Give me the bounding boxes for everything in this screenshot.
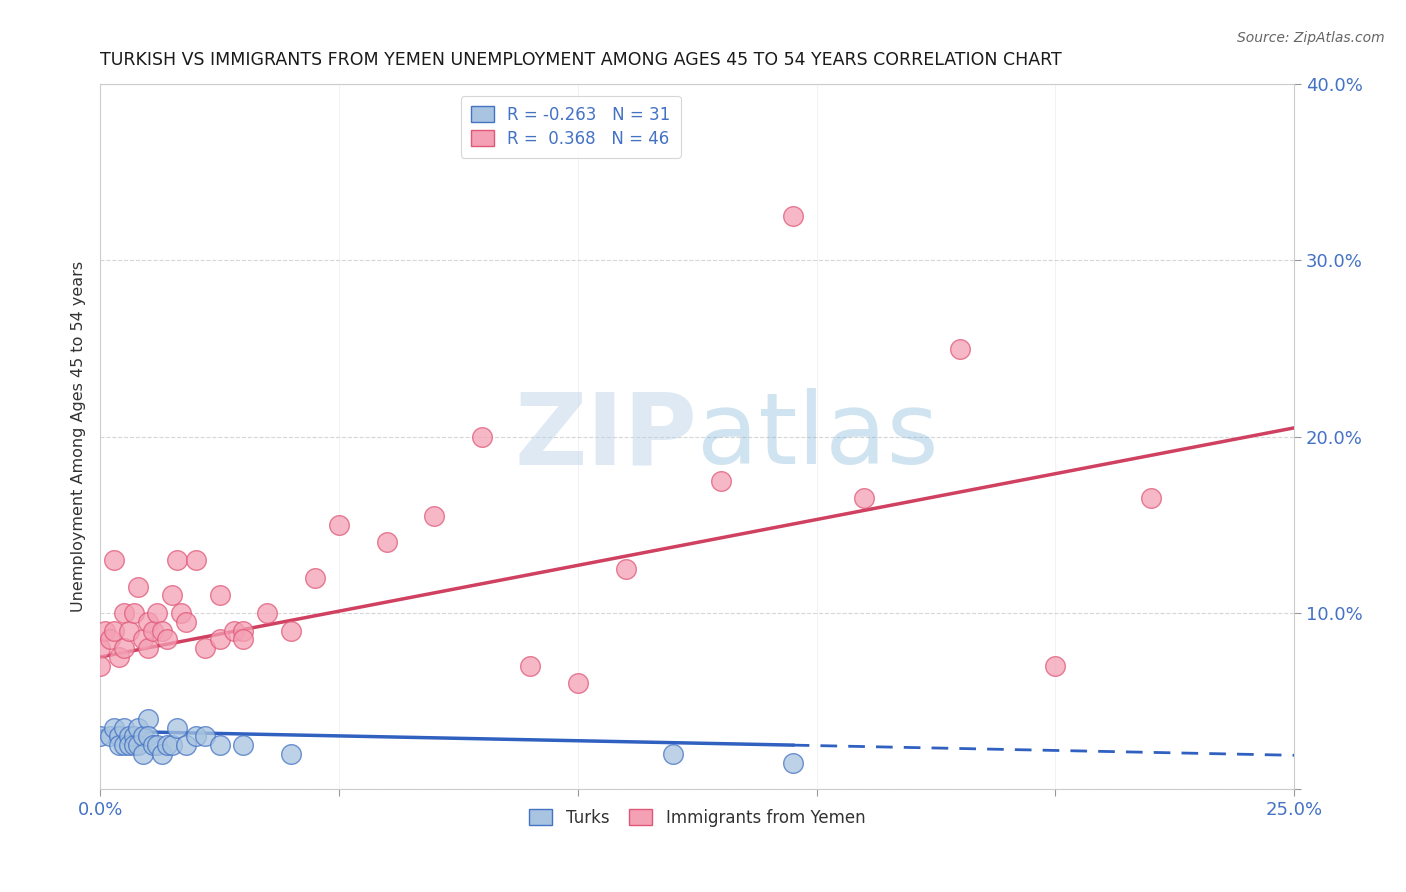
- Point: [118, 729, 141, 743]
- Point: [118, 624, 141, 638]
- Point: [136, 615, 159, 629]
- Point: [136, 641, 159, 656]
- Point: [375, 535, 398, 549]
- Point: [194, 641, 217, 656]
- Point: [782, 756, 804, 770]
- Point: [136, 712, 159, 726]
- Point: [280, 747, 302, 761]
- Point: [132, 747, 155, 761]
- Point: [103, 624, 125, 638]
- Point: [94, 624, 117, 638]
- Point: [232, 738, 254, 752]
- Point: [103, 721, 125, 735]
- Text: Source: ZipAtlas.com: Source: ZipAtlas.com: [1237, 31, 1385, 45]
- Point: [160, 738, 183, 752]
- Point: [174, 615, 197, 629]
- Point: [112, 721, 135, 735]
- Point: [98, 729, 121, 743]
- Point: [160, 588, 183, 602]
- Point: [146, 606, 169, 620]
- Point: [232, 624, 254, 638]
- Point: [136, 729, 159, 743]
- Point: [256, 606, 278, 620]
- Point: [127, 721, 149, 735]
- Point: [222, 624, 245, 638]
- Point: [132, 632, 155, 647]
- Point: [122, 606, 145, 620]
- Point: [782, 210, 804, 224]
- Point: [156, 738, 179, 752]
- Point: [194, 729, 217, 743]
- Text: atlas: atlas: [697, 388, 939, 485]
- Point: [118, 738, 141, 752]
- Point: [232, 632, 254, 647]
- Text: TURKISH VS IMMIGRANTS FROM YEMEN UNEMPLOYMENT AMONG AGES 45 TO 54 YEARS CORRELAT: TURKISH VS IMMIGRANTS FROM YEMEN UNEMPLO…: [100, 51, 1062, 69]
- Point: [184, 553, 207, 567]
- Point: [184, 729, 207, 743]
- Point: [146, 738, 169, 752]
- Point: [108, 650, 131, 665]
- Point: [112, 606, 135, 620]
- Point: [156, 632, 179, 647]
- Point: [112, 641, 135, 656]
- Point: [280, 624, 302, 638]
- Point: [127, 738, 149, 752]
- Point: [614, 562, 637, 576]
- Point: [112, 738, 135, 752]
- Point: [567, 676, 589, 690]
- Point: [423, 508, 446, 523]
- Point: [150, 747, 173, 761]
- Text: ZIP: ZIP: [515, 388, 697, 485]
- Point: [89, 729, 111, 743]
- Legend: Turks, Immigrants from Yemen: Turks, Immigrants from Yemen: [522, 803, 872, 834]
- Point: [949, 342, 972, 356]
- Point: [142, 624, 165, 638]
- Point: [1140, 491, 1163, 506]
- Point: [208, 632, 231, 647]
- Point: [89, 658, 111, 673]
- Point: [304, 571, 326, 585]
- Point: [103, 553, 125, 567]
- Y-axis label: Unemployment Among Ages 45 to 54 years: Unemployment Among Ages 45 to 54 years: [72, 261, 86, 612]
- Point: [142, 738, 165, 752]
- Point: [710, 474, 733, 488]
- Point: [132, 729, 155, 743]
- Point: [108, 738, 131, 752]
- Point: [174, 738, 197, 752]
- Point: [208, 588, 231, 602]
- Point: [471, 430, 494, 444]
- Point: [519, 658, 541, 673]
- Point: [122, 738, 145, 752]
- Point: [127, 580, 149, 594]
- Point: [98, 632, 121, 647]
- Point: [122, 729, 145, 743]
- Point: [170, 606, 193, 620]
- Point: [208, 738, 231, 752]
- Point: [166, 553, 188, 567]
- Point: [328, 517, 350, 532]
- Point: [1045, 658, 1067, 673]
- Point: [108, 729, 131, 743]
- Point: [150, 624, 173, 638]
- Point: [166, 721, 188, 735]
- Point: [662, 747, 685, 761]
- Point: [853, 491, 876, 506]
- Point: [89, 641, 111, 656]
